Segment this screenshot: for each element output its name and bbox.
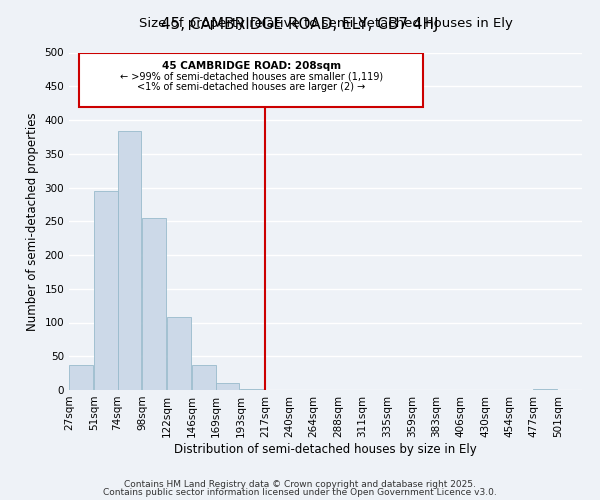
Y-axis label: Number of semi-detached properties: Number of semi-detached properties xyxy=(26,112,39,330)
Text: 45, CAMBRIDGE ROAD, ELY, CB7 4HJ: 45, CAMBRIDGE ROAD, ELY, CB7 4HJ xyxy=(161,18,439,32)
Bar xyxy=(533,388,557,390)
Bar xyxy=(142,218,166,390)
Bar xyxy=(215,383,239,390)
Bar xyxy=(192,365,215,390)
Text: Contains HM Land Registry data © Crown copyright and database right 2025.: Contains HM Land Registry data © Crown c… xyxy=(124,480,476,489)
X-axis label: Distribution of semi-detached houses by size in Ely: Distribution of semi-detached houses by … xyxy=(174,442,477,456)
Text: 45 CAMBRIDGE ROAD: 208sqm: 45 CAMBRIDGE ROAD: 208sqm xyxy=(161,60,341,70)
Text: ← >99% of semi-detached houses are smaller (1,119): ← >99% of semi-detached houses are small… xyxy=(119,72,383,82)
Text: <1% of semi-detached houses are larger (2) →: <1% of semi-detached houses are larger (… xyxy=(137,82,365,92)
Bar xyxy=(167,317,191,390)
Text: Contains public sector information licensed under the Open Government Licence v3: Contains public sector information licen… xyxy=(103,488,497,497)
FancyBboxPatch shape xyxy=(79,52,423,106)
Title: Size of property relative to semi-detached houses in Ely: Size of property relative to semi-detach… xyxy=(139,18,512,30)
Bar xyxy=(94,191,118,390)
Bar xyxy=(69,365,93,390)
Bar xyxy=(241,388,264,390)
Bar xyxy=(118,132,141,390)
